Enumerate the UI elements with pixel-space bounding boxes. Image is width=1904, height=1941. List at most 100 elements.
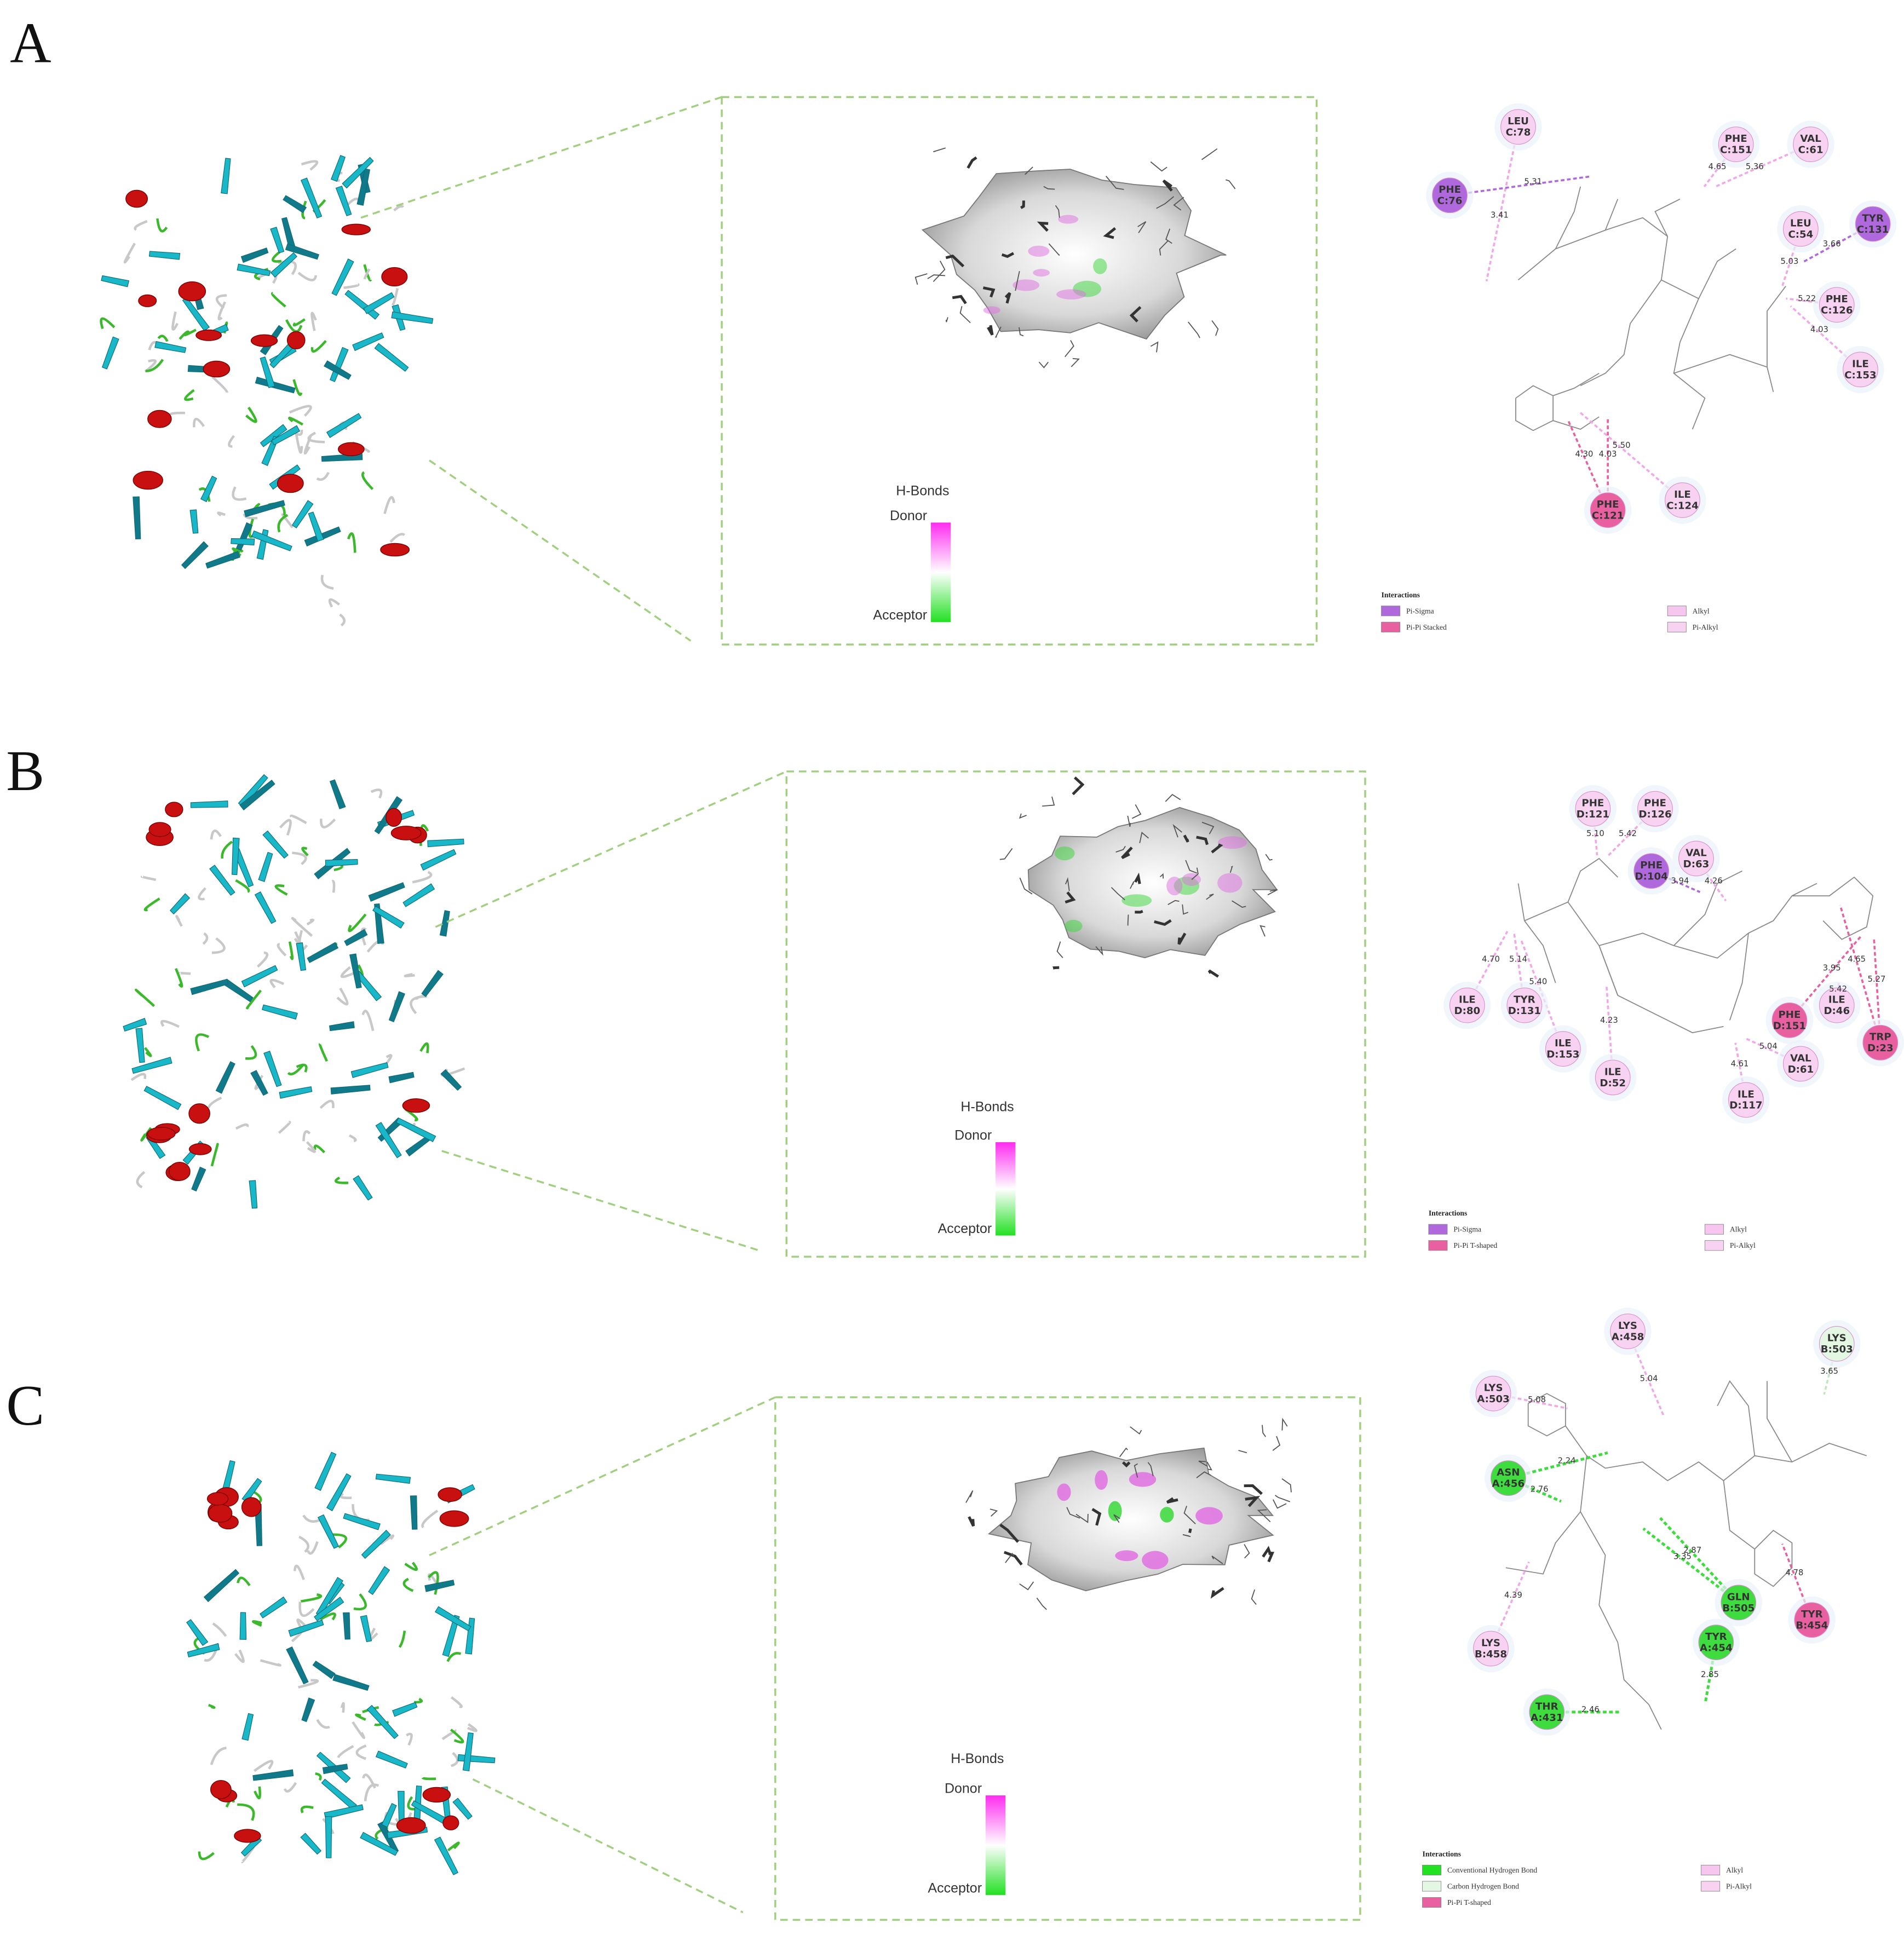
coil (319, 1099, 335, 1109)
coil (211, 937, 226, 954)
residue-name: PHE (1826, 293, 1848, 305)
beta-strand (374, 903, 384, 944)
beta-strand (307, 942, 339, 963)
coil (320, 818, 336, 828)
coil (355, 1713, 366, 1721)
coil (179, 330, 190, 340)
coil (352, 1721, 365, 1740)
distance-label: 4.26 (1705, 876, 1723, 885)
legend-swatch (1704, 1224, 1724, 1235)
beta-strand (329, 1021, 355, 1032)
residue (1432, 177, 1468, 214)
stick (1130, 1426, 1142, 1435)
beta-strand (250, 1070, 268, 1096)
hbond-acceptor: Acceptor (873, 608, 927, 623)
coil (393, 205, 405, 212)
coil (195, 1033, 210, 1052)
protein-cartoon (123, 774, 465, 1209)
helix (165, 802, 183, 817)
coil (292, 851, 307, 866)
stick (987, 325, 994, 336)
residue-chain: A:431 (1531, 1712, 1563, 1724)
beta-strand (270, 252, 297, 278)
beta-strand (326, 413, 362, 439)
stick (990, 1508, 998, 1517)
stick (1226, 179, 1236, 189)
distance-label: 5.50 (1613, 441, 1631, 450)
distance-label: 3.94 (1671, 876, 1689, 885)
coil (383, 496, 395, 514)
beta-strand (260, 356, 275, 388)
beta-strand (102, 336, 119, 370)
residue-name: LYS (1827, 1333, 1847, 1344)
residue-name: TYR (1705, 1631, 1727, 1643)
distance-label: 4.30 (1575, 450, 1594, 459)
stick (1154, 919, 1172, 926)
coil (320, 574, 334, 590)
coil (302, 1130, 311, 1142)
beta-strand (131, 1057, 172, 1074)
coil (298, 1679, 319, 1689)
distance-label: 5.03 (1780, 257, 1798, 266)
residue (1782, 1046, 1819, 1082)
coil (328, 598, 341, 608)
helix (402, 1098, 430, 1113)
residue-name: ILE (1604, 1066, 1621, 1078)
beta-strand (301, 177, 323, 218)
coil (293, 1564, 305, 1580)
beta-strand (388, 991, 405, 1023)
residue-chain: A:456 (1492, 1478, 1525, 1490)
coil (210, 1143, 219, 1167)
distance-label: 5.10 (1586, 829, 1604, 838)
stick (1182, 904, 1189, 915)
panel-label: A (10, 11, 51, 75)
helix (188, 1103, 210, 1124)
coil (100, 317, 116, 330)
stick (1106, 176, 1124, 190)
legend-label: Pi-Alkyl (1730, 1241, 1756, 1249)
ligand-bond (1505, 1455, 1587, 1575)
residue (1794, 1602, 1830, 1638)
beta-strand (360, 1615, 372, 1643)
residue-chain: B:458 (1475, 1649, 1507, 1660)
stick (1065, 877, 1070, 891)
helix (277, 474, 304, 493)
beta-strand (343, 1612, 350, 1640)
coil (210, 1747, 227, 1765)
residue-name: PHE (1778, 1009, 1801, 1021)
residue-chain: B:503 (1821, 1344, 1853, 1355)
interaction-line (1578, 410, 1683, 501)
surface-patch (1115, 1550, 1138, 1562)
residue-name: LYS (1618, 1320, 1637, 1332)
residue-name: LYS (1481, 1637, 1500, 1649)
beta-strand (221, 158, 231, 194)
residue (1473, 1631, 1509, 1667)
helix (341, 223, 371, 235)
residue-name: VAL (1686, 847, 1707, 859)
protein-cartoon (100, 155, 434, 627)
beta-strand (101, 275, 130, 287)
beta-strand (330, 155, 346, 182)
beta-strand (342, 157, 374, 189)
coil (292, 379, 303, 396)
coil (334, 1176, 349, 1184)
legend-label: Alkyl (1693, 607, 1710, 615)
helix (386, 808, 402, 827)
distance-label: 5.04 (1640, 1374, 1658, 1383)
stick (1019, 327, 1024, 337)
stick (1272, 1436, 1281, 1451)
binding-surface (965, 1418, 1292, 1610)
coil (446, 1652, 462, 1662)
beta-strand (143, 1086, 182, 1110)
residue-chain: C:153 (1844, 370, 1877, 381)
panel-label: C (6, 1374, 44, 1437)
residue-chain: C:151 (1720, 145, 1752, 156)
coil (144, 359, 157, 373)
coil (145, 359, 164, 372)
ligand-bond (1660, 236, 1736, 299)
beta-strand (133, 496, 141, 540)
coil (398, 1631, 406, 1648)
beta-strand (391, 311, 434, 324)
beta-strand (326, 1473, 352, 1512)
stick (1210, 1587, 1224, 1599)
